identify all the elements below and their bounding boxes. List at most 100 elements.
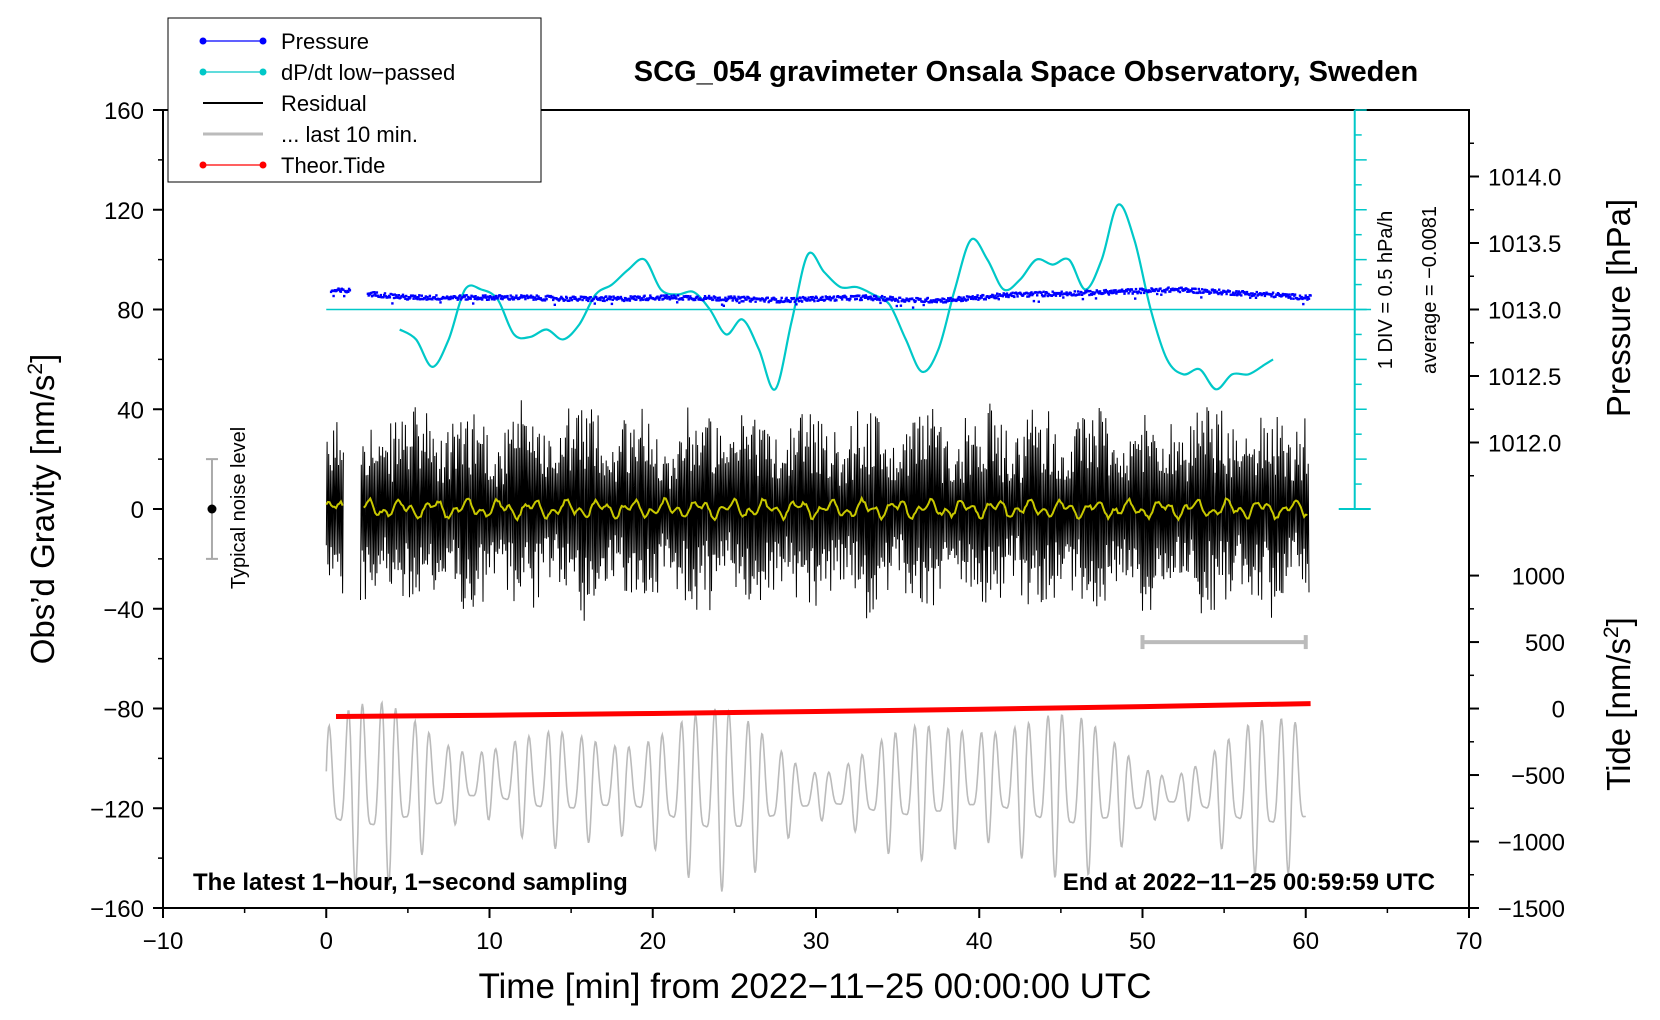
- pressure-point: [996, 295, 1000, 298]
- pressure-point: [331, 289, 334, 292]
- pressure-point: [1044, 293, 1047, 296]
- pressure-point: [962, 296, 965, 299]
- pressure-point: [1064, 292, 1067, 296]
- pressure-point: [1208, 292, 1211, 295]
- pressure-point: [1076, 290, 1080, 293]
- pressure-point: [799, 296, 802, 300]
- pressure-point: [551, 295, 554, 299]
- pressure-point: [379, 293, 383, 297]
- pressure-point: [1298, 297, 1301, 301]
- pressure-point: [474, 295, 477, 298]
- pressure-point: [809, 299, 812, 302]
- pressure-point: [938, 298, 942, 302]
- pressure-point: [854, 298, 857, 301]
- pressure-point: [608, 295, 611, 298]
- pressure-point: [1298, 294, 1302, 297]
- pressure-point: [676, 294, 680, 297]
- pressure-point: [832, 295, 836, 298]
- pressure-point: [1309, 294, 1312, 297]
- pressure-point: [401, 293, 405, 296]
- pressure-point: [1052, 293, 1055, 297]
- pressure-point: [1249, 296, 1252, 299]
- pressure-point: [1088, 293, 1091, 297]
- pressure-point: [960, 297, 964, 300]
- pressure-point: [392, 293, 395, 296]
- pressure-point: [907, 299, 911, 303]
- pressure-point: [494, 294, 498, 298]
- pressure-point: [758, 297, 761, 301]
- pressure-point: [1126, 288, 1129, 291]
- y-axis-tide: −1500 −1000 −500 0 500 1000: [1469, 564, 1565, 923]
- pressure-point: [1224, 290, 1227, 293]
- pressure-point: [633, 295, 636, 298]
- pressure-point: [472, 295, 476, 298]
- pressure-point: [498, 294, 502, 297]
- pressure-point: [1142, 291, 1146, 295]
- pressure-point: [1231, 293, 1234, 296]
- pressure-point: [393, 293, 396, 296]
- y-tick-label: −160: [90, 896, 144, 923]
- pressure-point: [1159, 287, 1162, 290]
- pressure-point: [1254, 296, 1258, 299]
- last-10-min-series: [325, 700, 1306, 892]
- pressure-point: [1089, 289, 1092, 293]
- pressure-point: [738, 301, 741, 304]
- pressure-point: [720, 298, 723, 302]
- pressure-point: [994, 294, 997, 297]
- pressure-point: [1167, 286, 1170, 289]
- pressure-point: [455, 296, 458, 299]
- pressure-point: [445, 296, 448, 300]
- pressure-point: [1028, 294, 1032, 297]
- tide-tick-label: 500: [1525, 630, 1565, 657]
- legend-marker: [259, 37, 267, 45]
- pressure-point: [1122, 289, 1125, 293]
- pressure-point: [464, 298, 467, 301]
- pressure-point: [728, 297, 731, 300]
- pressure-point: [869, 295, 872, 298]
- pressure-tick-label: 1013.5: [1488, 231, 1561, 258]
- pressure-point: [1238, 293, 1241, 296]
- pressure-point: [731, 299, 734, 302]
- pressure-point: [980, 296, 983, 299]
- pressure-point: [424, 295, 427, 298]
- pressure-point: [796, 298, 800, 301]
- pressure-point: [966, 298, 969, 301]
- pressure-point: [899, 304, 903, 307]
- pressure-point: [871, 298, 875, 302]
- chart-annotations-marks: [205, 109, 1371, 650]
- pressure-point: [1270, 295, 1273, 298]
- pressure-point: [406, 298, 410, 301]
- pressure-point: [1013, 295, 1016, 299]
- pressure-point: [840, 296, 843, 299]
- legend-marker: [259, 68, 267, 76]
- pressure-point: [1108, 290, 1111, 293]
- pressure-point: [1133, 290, 1136, 293]
- pressure-point: [1277, 292, 1280, 296]
- pressure-point: [1081, 297, 1085, 301]
- pressure-point: [970, 297, 974, 300]
- pressure-point: [420, 294, 423, 297]
- noise-level-label: Typical noise level: [228, 427, 250, 589]
- pressure-point: [1263, 294, 1267, 298]
- pressure-point: [414, 294, 417, 298]
- pressure-point: [623, 299, 626, 303]
- pressure-point: [471, 295, 474, 298]
- pressure-point: [485, 296, 488, 299]
- pressure-point: [1255, 290, 1258, 294]
- pressure-point: [536, 297, 539, 300]
- legend-marker: [199, 37, 207, 45]
- pressure-point: [737, 295, 740, 299]
- pressure-point: [707, 296, 710, 300]
- pressure-point: [1036, 291, 1040, 294]
- theor-tide-line: [335, 701, 1311, 719]
- pressure-point: [514, 296, 517, 299]
- pressure-point: [1245, 292, 1248, 295]
- pressure-point: [1078, 293, 1081, 296]
- pressure-point: [922, 303, 925, 307]
- pressure-point: [1262, 292, 1266, 295]
- pressure-point: [1040, 291, 1043, 294]
- pressure-point: [372, 294, 375, 297]
- pressure-point: [993, 296, 996, 300]
- pressure-point: [1160, 293, 1163, 296]
